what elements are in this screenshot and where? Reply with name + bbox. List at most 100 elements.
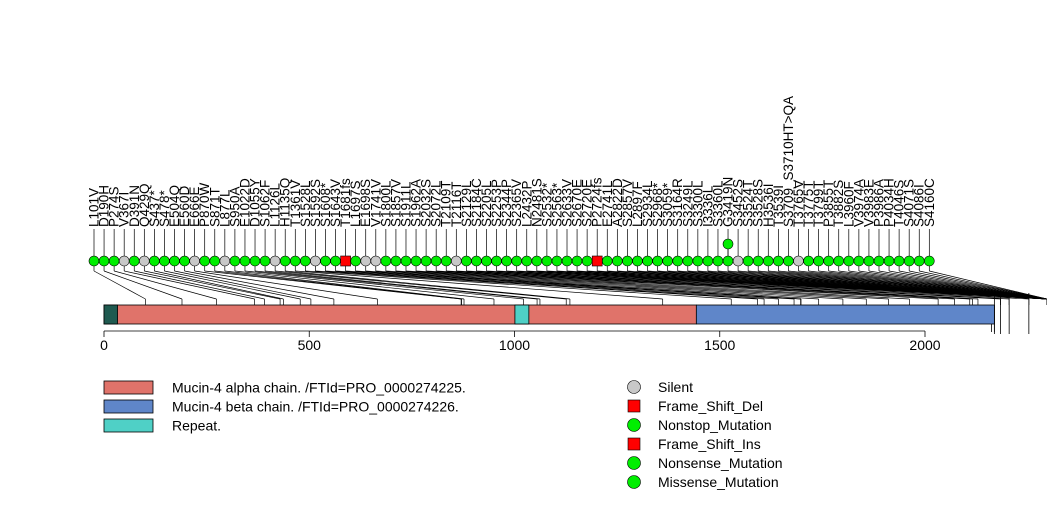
mutation-head-57: [662, 255, 673, 267]
mutation-head-73: [823, 255, 834, 267]
mutation-label-59: S3249L: [680, 180, 695, 227]
mutation-label-50: P2724fs: [590, 177, 605, 227]
mutation-head-20: [289, 255, 301, 267]
mutation-head-48: [571, 255, 583, 267]
mutation-label-4: D391N: [127, 185, 142, 227]
mutation-label-60: S3300L: [690, 180, 705, 227]
mutation-label-43: L2432P: [519, 180, 534, 227]
mutation-legend-label-5: Missense_Mutation: [658, 474, 779, 490]
mutation-label-15: E1022D: [237, 178, 252, 227]
mutation-head-59: [682, 255, 694, 267]
protein-domains: [103, 304, 995, 325]
domain-legend: Mucin-4 alpha chain. /FTId=PRO_000027422…: [103, 380, 466, 434]
domain-legend-swatch-0: [103, 380, 154, 395]
connector-23: [325, 270, 765, 300]
mutation-label-14: S950A: [227, 186, 242, 227]
x-tick-label-2: 1000: [499, 337, 530, 353]
mutation-head-29: [380, 255, 392, 267]
x-tick-label-1: 500: [298, 337, 322, 353]
mutation-head-74: [833, 255, 845, 267]
mutation-head-44: [531, 255, 543, 267]
mutation-label-37: S2129L: [459, 180, 474, 227]
mutation-label-77: V3983E: [861, 179, 876, 227]
mutation-head-77: [863, 255, 875, 267]
mutation-head-17: [259, 255, 271, 267]
mutation-head-55: [642, 255, 653, 267]
mutation-head-5: [139, 255, 150, 267]
mutation-head-54: [632, 255, 643, 267]
connector-38: [476, 270, 1001, 300]
mutation-label-23: S1608*: [318, 182, 333, 227]
connector-lines: [93, 270, 1047, 305]
mutation-head-38: [471, 255, 482, 267]
connector-4: [134, 270, 265, 300]
connector-82: [919, 270, 1047, 300]
mutation-head-14: [229, 255, 241, 267]
mutation-label-81: S4071S: [902, 179, 917, 227]
connector-40: [496, 270, 1029, 300]
mutation-head-37: [461, 255, 472, 267]
mutation-head-82: [913, 255, 925, 267]
mutation-head-9: [179, 255, 190, 267]
mutation-head-39: [481, 255, 492, 267]
mutation-label-31: S1911L: [398, 181, 413, 227]
mutation-label-27: E1698S: [358, 179, 373, 227]
mutation-head-83: [924, 255, 935, 267]
mutation-label-5: Q429Q: [137, 183, 152, 227]
domain-3: [103, 304, 118, 325]
mutation-head-72: [813, 255, 824, 267]
mutation-label-46: S2563*: [549, 182, 564, 227]
mutation-head-78: [873, 255, 885, 267]
connector-28: [375, 270, 819, 300]
mutation-head-47: [561, 255, 573, 267]
domain-legend-label-2: Repeat.: [172, 418, 221, 434]
connector-12: [214, 270, 462, 300]
mutation-label-83: S4160C: [922, 178, 937, 227]
mutation-legend-label-4: Nonsense_Mutation: [658, 455, 783, 471]
mutation-head-64: [732, 255, 744, 267]
mutation-head-32: [410, 255, 422, 267]
mutation-legend-label-1: Frame_Shift_Del: [658, 398, 763, 414]
mutation-legend-swatch-4: [627, 456, 641, 470]
mutation-label-13: L877L: [217, 189, 232, 227]
mutation-head-1: [98, 255, 110, 267]
mutation-label-11: P870W: [197, 182, 212, 227]
connector-2: [114, 270, 217, 300]
mutation-label-40: S2253P: [489, 179, 504, 227]
mutation-label-28: V1741V: [368, 179, 383, 227]
mutation-label-33: S2032S: [419, 179, 434, 227]
connector-81: [909, 270, 1047, 300]
mutation-head-8: [169, 255, 180, 267]
domain-legend-label-0: Mucin-4 alpha chain. /FTId=PRO_000027422…: [172, 380, 466, 396]
mutation-head-4: [128, 255, 140, 267]
mutation-head-70: [793, 255, 804, 267]
mutation-label-22: S1592S: [308, 179, 323, 227]
mutation-label-9: E560D: [177, 185, 192, 227]
mutation-head-65: [742, 255, 754, 267]
connector-6: [154, 270, 284, 300]
mutation-label-35: T2109T: [439, 180, 454, 227]
mutation-head-34: [430, 255, 442, 267]
mutation-head-43: [521, 255, 533, 267]
connector-5: [144, 270, 281, 300]
mutation-head-49: [581, 255, 593, 267]
x-axis: 0 500 1000 1500 2000: [100, 330, 941, 353]
connector-30: [395, 270, 867, 300]
mutation-head-35: [440, 255, 452, 267]
mutation-head-50: [591, 255, 603, 267]
mutation-label-47: S2633V: [560, 179, 575, 227]
mutation-head-66: [752, 255, 764, 267]
connector-34: [436, 270, 955, 300]
mutation-label-0: L101V: [87, 188, 102, 227]
mutation-head-30: [390, 255, 402, 267]
mutation-legend-swatch-5: [627, 475, 641, 489]
mutation-label-6: S437*: [147, 189, 162, 227]
mutation-head-52: [612, 255, 623, 267]
mutation-label-70: T3765V: [791, 180, 806, 227]
mutation-head-23: [320, 255, 331, 267]
connector-10: [194, 270, 378, 300]
mutation-head-11: [199, 255, 211, 267]
mutation-head-46: [551, 255, 563, 267]
connector-83: [929, 270, 1047, 300]
domain-0: [103, 304, 697, 325]
